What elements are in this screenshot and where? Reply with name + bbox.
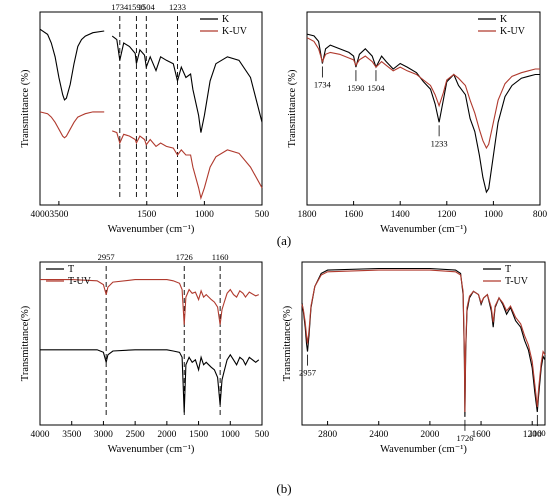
x-axis-label: Wavenumber (cm⁻¹) <box>108 444 195 455</box>
reference-line-label: 1160 <box>212 252 229 262</box>
x-tick-label: 500 <box>255 430 270 440</box>
legend-label: K <box>500 14 508 25</box>
annotation-label: 1726 <box>456 433 473 443</box>
reference-line-label: 1504 <box>138 2 156 12</box>
x-tick-label: 1500 <box>189 430 208 440</box>
legend-label: T-UV <box>68 276 92 287</box>
annotation-label: 1734 <box>314 79 332 89</box>
x-tick-label: 1000 <box>484 210 503 220</box>
x-tick-label: 2800 <box>318 430 337 440</box>
x-tick-label: 4000 <box>31 430 50 440</box>
x-tick-label: 1000 <box>221 430 240 440</box>
x-axis-label: Wavenumber (cm⁻¹) <box>380 444 467 455</box>
y-axis-label: Transmittance (%) <box>20 69 31 148</box>
plot-frame <box>306 11 541 206</box>
legend-label: K <box>222 14 230 25</box>
legend-label: K-UV <box>222 26 248 37</box>
x-tick-label: 3500 <box>49 210 68 220</box>
reference-line-label: 2957 <box>98 252 115 262</box>
annotation-label: 1590 <box>347 83 364 93</box>
x-tick-label: 1800 <box>298 210 317 220</box>
x-tick-label: 1000 <box>195 210 214 220</box>
x-tick-label: 4000 <box>31 210 50 220</box>
x-tick-label: 1600 <box>472 430 491 440</box>
annotation-label: 1160 <box>529 428 546 438</box>
series-line-k <box>39 28 263 133</box>
x-tick-label: 1200 <box>437 210 456 220</box>
y-axis-label: Transmittance (%) <box>287 69 298 148</box>
reference-line-label: 1590 <box>128 2 145 12</box>
plot-frame <box>39 261 263 426</box>
annotation-label: 2957 <box>299 368 316 378</box>
chart-b-left: 4000 3500 3000 2500 2000 1500 1000 500 Wavenumbe… <box>20 252 269 455</box>
series-line-t <box>40 349 260 413</box>
x-tick-label: 500 <box>255 210 270 220</box>
legend-label: K-UV <box>500 26 526 37</box>
chart-a-right: 1800 1600 1400 1200 1000 800 Wavenumber (cm⁻¹)… <box>287 11 548 235</box>
reference-line-label: 1233 <box>169 2 186 12</box>
legend-label: T-UV <box>505 276 529 287</box>
reference-line-label: 1734 <box>111 2 129 12</box>
series-line-t-uv <box>301 269 546 413</box>
x-axis-label: Wavenumber (cm⁻¹) <box>380 224 467 235</box>
series-line-t-uv <box>40 279 260 325</box>
panel-label-b: (b) <box>276 481 291 496</box>
panel-label-a: (a) <box>277 233 291 248</box>
x-tick-label: 3500 <box>62 430 81 440</box>
chart-a-left: 4000 3500 1500 1000 500 Wavenumber (cm⁻¹) Tran… <box>20 2 269 235</box>
legend-label: T <box>68 264 74 275</box>
x-tick-label: 1600 <box>344 210 363 220</box>
x-tick-label: 2500 <box>126 430 145 440</box>
plot-frame <box>39 11 263 206</box>
x-axis-label: Wavenumber (cm⁻¹) <box>108 224 195 235</box>
annotation-label: 1504 <box>367 83 385 93</box>
series-line-t <box>301 267 546 417</box>
series-line-k <box>306 33 540 194</box>
x-tick-label: 800 <box>533 210 548 220</box>
chart-b-right: 2800 2400 2000 1600 1200 Wavenumber (cm⁻¹) Tra… <box>282 261 546 455</box>
legend-label: T <box>505 264 511 275</box>
y-axis-label: Transmittance(%) <box>20 305 31 381</box>
y-axis-label: Transmittance(%) <box>282 305 293 381</box>
x-tick-label: 2000 <box>420 430 439 440</box>
x-tick-label: 2000 <box>157 430 176 440</box>
x-tick-label: 1500 <box>137 210 156 220</box>
x-tick-label: 1400 <box>391 210 410 220</box>
x-tick-label: 2400 <box>369 430 388 440</box>
series-line-k-uv <box>306 37 540 150</box>
series-line-k-uv <box>39 111 263 201</box>
plot-frame <box>301 261 546 426</box>
x-tick-label: 3000 <box>94 430 113 440</box>
reference-line-label: 1726 <box>176 252 193 262</box>
x-tick-label: 1200 <box>523 430 542 440</box>
annotation-label: 1233 <box>431 138 448 148</box>
